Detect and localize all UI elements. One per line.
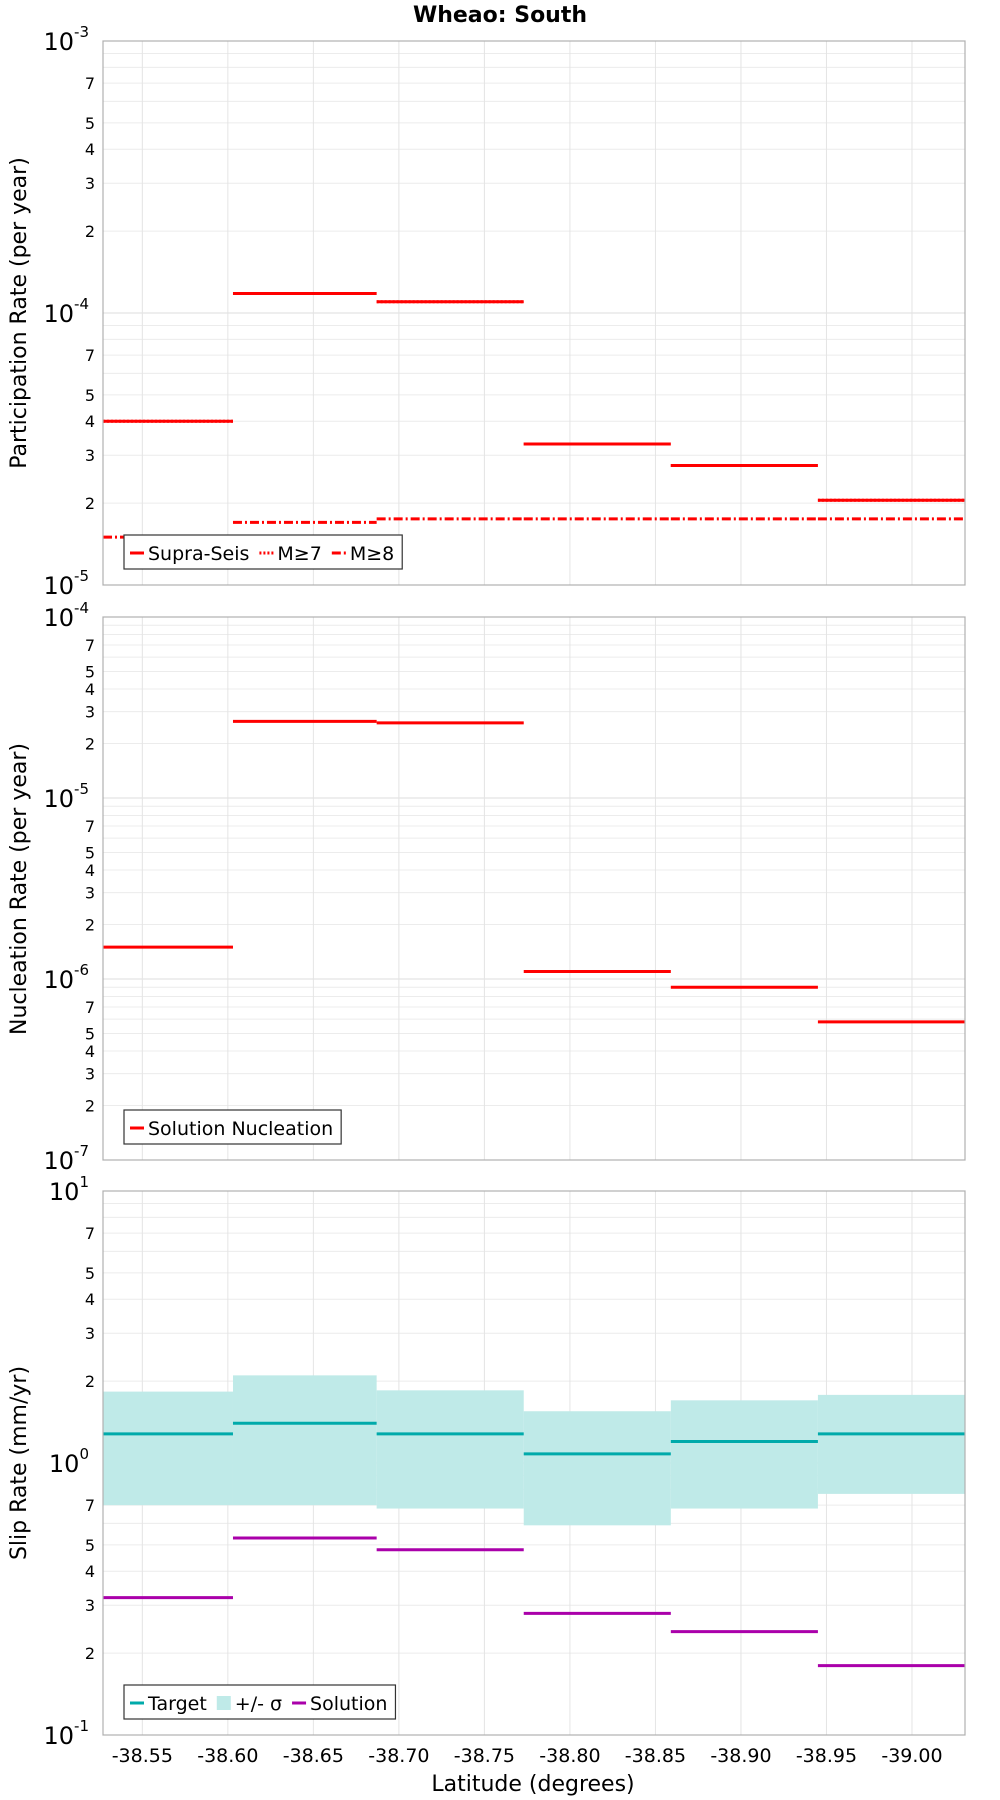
y-minor-tick-label: 5 [85,1024,95,1043]
x-tick-label: -39.00 [881,1745,942,1767]
y-minor-tick-label: 3 [85,884,95,903]
y-minor-tick-label: 5 [85,386,95,405]
sigma-band-segment [232,1375,377,1506]
y-minor-tick-label: 3 [85,446,95,465]
x-axis-label: Latitude (degrees) [431,1772,634,1797]
legend-entry-label: Solution [310,1693,387,1715]
sigma-band-segment [523,1411,671,1526]
legend-swatch [216,1696,231,1710]
y-minor-tick-label: 5 [85,1264,95,1283]
x-tick-label: -38.55 [112,1745,173,1767]
y-major-tick-label: 10-4 [43,295,89,328]
y-major-tick-label: 10-7 [43,1142,89,1175]
y-minor-tick-label: 7 [85,817,95,836]
y-minor-tick-label: 5 [85,843,95,862]
y-major-tick-label: 10-4 [43,599,89,632]
y-major-tick-label: 100 [49,1445,89,1478]
y-major-tick-label: 10-1 [43,1717,89,1750]
sigma-band-segment [376,1390,524,1509]
slip-rate-panel: 2 3 4 5 7 2 3 4 5 7 101 100 10-1 Target +/- σ Solution [43,1173,966,1750]
x-tick-label: -38.95 [796,1745,857,1767]
y-minor-tick-label: 3 [85,174,95,193]
legend-entry-label: Solution Nucleation [148,1118,333,1140]
legend-box [123,1109,342,1145]
x-tick-label: -38.70 [368,1745,429,1767]
legend-swatch-band [216,1696,231,1710]
y-minor-tick-label: 5 [85,662,95,681]
x-tick-label: -38.65 [283,1745,344,1767]
legend-box [123,1684,397,1720]
legend-entry-label: M≥8 [350,543,394,565]
y-minor-tick-label: 4 [85,1290,95,1309]
y-minor-tick-label: 7 [85,1496,95,1515]
participation-panel: 2 3 4 5 7 2 3 4 5 7 10-3 10-4 10-5 Supra-Seis M≥7 M≥8 [43,23,966,600]
y-minor-tick-label: 4 [85,1042,95,1061]
y-minor-tick-label: 2 [85,494,95,513]
y-minor-tick-label: 3 [85,703,95,722]
y-axis-label-participation: Participation Rate (per year) [7,157,32,469]
y-minor-tick-label: 7 [85,998,95,1017]
y-major-tick-label: 10-6 [43,961,89,994]
y-minor-tick-label: 5 [85,1536,95,1555]
y-minor-tick-label: 4 [85,861,95,880]
y-major-tick-label: 10-5 [43,567,89,600]
x-axis-ticks: -38.55 -38.60 -38.65 -38.70 -38.75 -38.80 -38.… [112,1745,943,1767]
y-minor-tick-label: 7 [85,1224,95,1243]
plot-frame [102,616,966,1161]
y-minor-tick-label: 2 [85,1644,95,1663]
legend-box [123,534,403,570]
nucleation-panel: 23457234572345710-410-510-610-7Solution … [43,599,966,1175]
sigma-band-segment [103,1391,233,1506]
y-minor-tick-label: 2 [85,1097,95,1116]
y-axis-label-slip-rate: Slip Rate (mm/yr) [7,1366,32,1560]
y-major-tick-label: 101 [49,1173,89,1206]
legend-entry-label: Target [147,1693,207,1715]
plot-frame [102,1190,966,1736]
legend-entry-label: +/- σ [235,1693,282,1715]
legend-entry-label: M≥7 [277,543,321,565]
y-minor-tick-label: 3 [85,1065,95,1084]
x-tick-label: -38.85 [625,1745,686,1767]
y-minor-tick-label: 3 [85,1596,95,1615]
x-tick-label: -38.80 [539,1745,600,1767]
x-tick-label: -38.60 [197,1745,258,1767]
plot-area [103,617,965,1160]
y-minor-tick-label: 2 [85,1372,95,1391]
y-minor-tick-label: 7 [85,74,95,93]
plot-frame [102,40,966,586]
y-minor-tick-label: 2 [85,222,95,241]
y-major-tick-label: 10-3 [43,23,89,56]
sigma-band-segment [670,1400,818,1509]
y-minor-tick-label: 3 [85,1324,95,1343]
legend: Solution Nucleation [123,1109,342,1145]
y-axis-label-nucleation: Nucleation Rate (per year) [7,743,32,1035]
y-minor-tick-label: 7 [85,346,95,365]
chart-title: Wheao: South [413,3,587,28]
y-minor-tick-label: 4 [85,412,95,431]
y-minor-tick-label: 2 [85,916,95,935]
y-minor-tick-label: 4 [85,1562,95,1581]
x-tick-label: -38.75 [454,1745,515,1767]
y-minor-tick-label: 2 [85,735,95,754]
sigma-band-segment [817,1394,965,1494]
y-minor-tick-label: 4 [85,680,95,699]
x-tick-label: -38.90 [710,1745,771,1767]
legend: Supra-Seis M≥7 M≥8 [123,534,403,570]
legend-entry-label: Supra-Seis [148,543,249,565]
y-major-tick-label: 10-5 [43,780,89,813]
y-minor-tick-label: 4 [85,140,95,159]
legend: Target +/- σ Solution [123,1684,397,1720]
y-minor-tick-label: 5 [85,114,95,133]
y-minor-tick-label: 7 [85,636,95,655]
